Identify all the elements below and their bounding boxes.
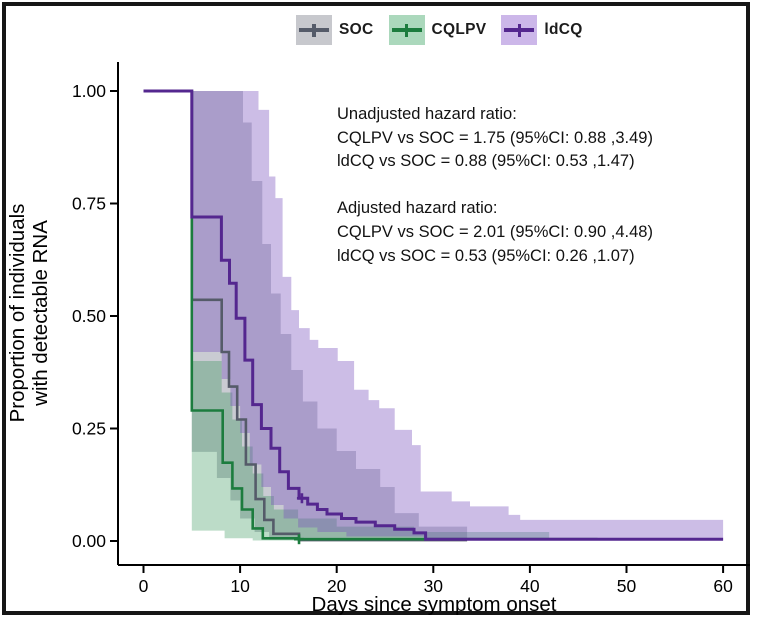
annotation-line: Unadjusted hazard ratio: <box>337 105 517 123</box>
cqlpv-legend-key-icon <box>388 15 425 45</box>
y-axis-tick-label: 0.25 <box>72 419 106 439</box>
ldcq-confidence-band <box>191 91 724 541</box>
x-axis-tick-label: 60 <box>713 576 733 596</box>
x-axis-tick-label: 30 <box>424 576 444 596</box>
annotation-line: ldCQ vs SOC = 0.53 (95%CI: 0.26 ,1.07) <box>337 246 635 265</box>
y-axis-tick-label: 0.75 <box>72 194 106 214</box>
annotation-line: Adjusted hazard ratio: <box>337 199 498 218</box>
y-axis-title: Proportion of individuals <box>6 204 29 423</box>
ldcq-legend-key-icon <box>501 15 538 45</box>
annotation-line: CQLPV vs SOC = 2.01 (95%CI: 0.90 ,4.48) <box>337 222 653 241</box>
ldcq-survival-curve <box>143 89 724 541</box>
legend-item-cqlpv: CQLPV <box>388 15 487 45</box>
x-axis-tick-label: 0 <box>139 576 149 596</box>
y-axis-tick-label: 0.00 <box>72 531 106 551</box>
annotation-line: CQLPV vs SOC = 1.75 (95%CI: 0.88 ,3.49) <box>337 128 653 147</box>
y-axis-title: with detectable RNA <box>29 220 52 407</box>
figure-border <box>2 2 750 615</box>
annotation-line: ldCQ vs SOC = 0.88 (95%CI: 0.53 ,1.47) <box>337 152 635 171</box>
y-axis-tick-label: 1.00 <box>72 81 106 101</box>
x-axis-tick-label: 10 <box>230 576 250 596</box>
legend-label: CQLPV <box>431 21 487 38</box>
x-axis-tick-label: 50 <box>617 576 637 596</box>
cqlpv-survival-curve <box>143 89 598 541</box>
x-axis-tick-label: 20 <box>327 576 347 596</box>
cqlpv-confidence-band <box>191 361 550 541</box>
soc-survival-curve <box>143 89 468 542</box>
legend-item-soc: SOC <box>296 15 374 45</box>
soc-legend-key-icon <box>296 15 332 45</box>
legend: SOC CQLPV ldCQ <box>296 15 583 45</box>
legend-label: SOC <box>339 21 374 38</box>
y-axis-tick-label: 0.50 <box>72 306 106 326</box>
hazard-ratio-annotation: Unadjusted hazard ratio: CQLPV vs SOC = … <box>337 103 653 268</box>
legend-item-ldcq: ldCQ <box>501 15 582 45</box>
legend-label: ldCQ <box>544 21 583 38</box>
x-axis-title: Days since symptom onset <box>312 593 557 616</box>
x-axis-tick-label: 40 <box>520 576 540 596</box>
